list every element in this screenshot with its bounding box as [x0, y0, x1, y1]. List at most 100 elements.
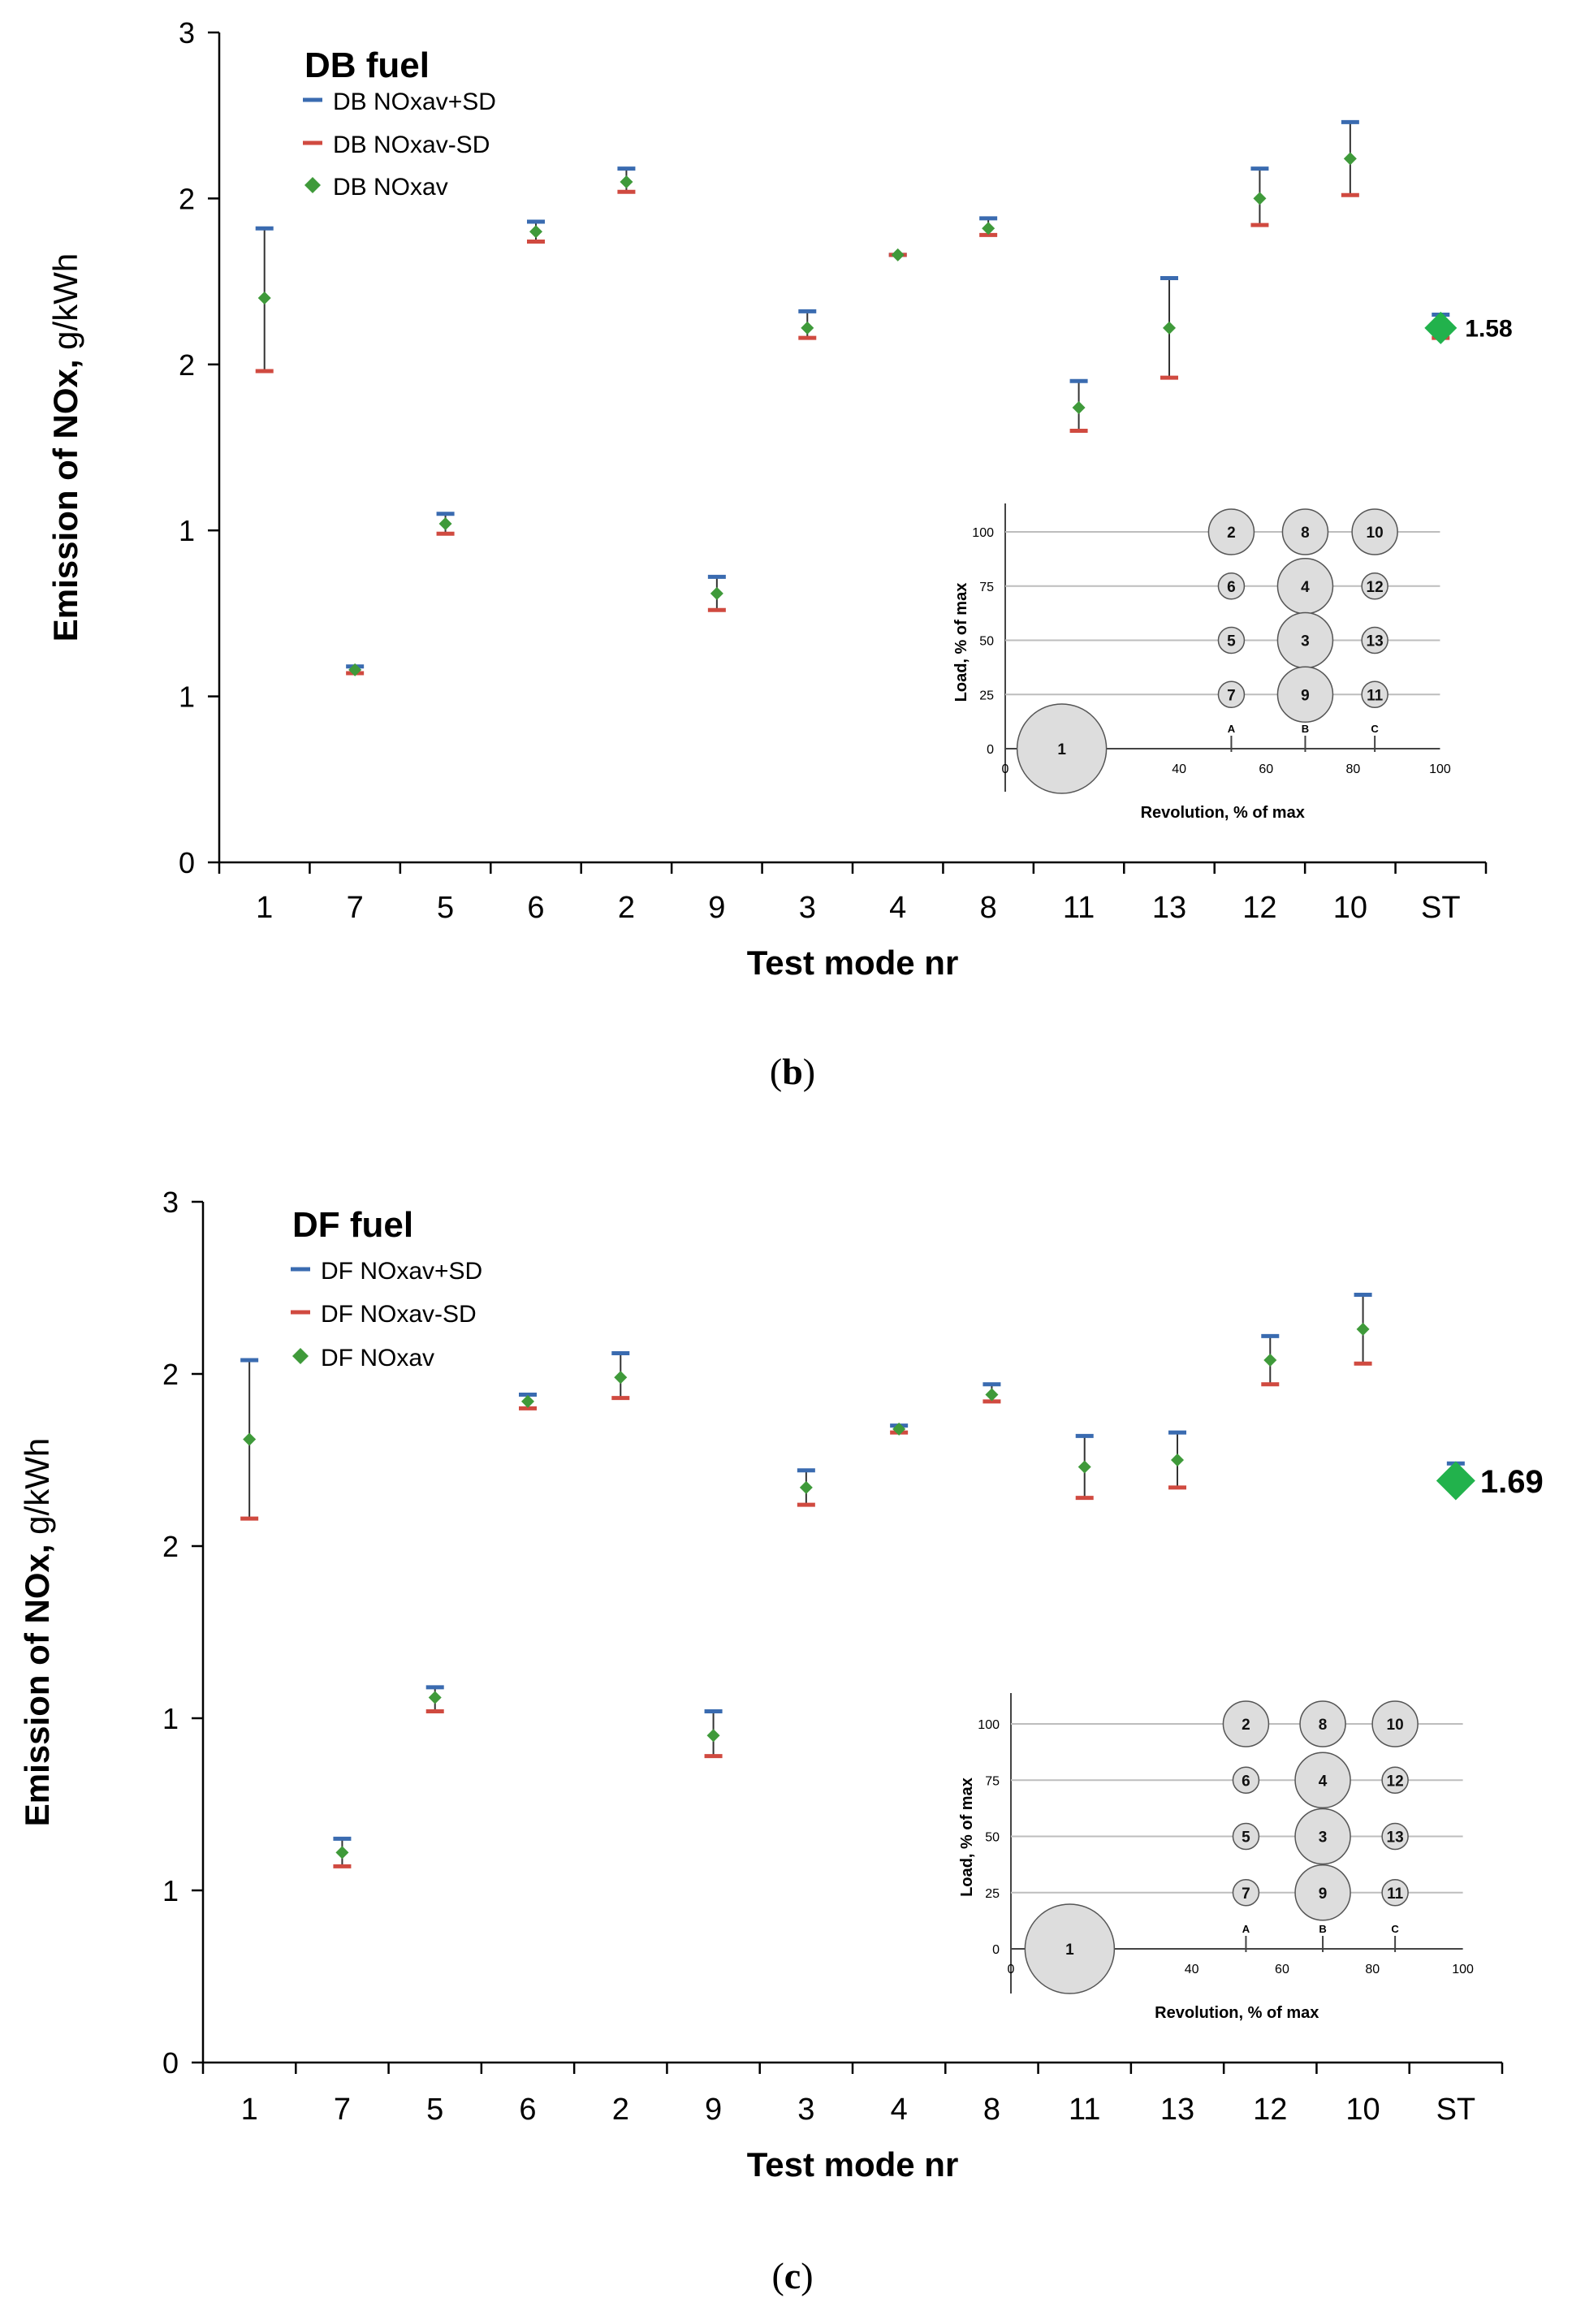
- chart-title: DF fuel: [292, 1205, 413, 1245]
- mean-point: [706, 1729, 720, 1743]
- x-tick-label: 4: [889, 891, 906, 925]
- inset-mode-circle: [1276, 666, 1334, 723]
- caption-paren-close: ): [801, 2255, 813, 2296]
- inset-mode-circle: [1217, 626, 1246, 654]
- inset-speed-mark: B: [1302, 723, 1309, 735]
- legend-entry: DF NOxav-SD: [321, 1301, 477, 1328]
- mean-point: [799, 1480, 813, 1494]
- y-axis-label-unit: g/kWh: [46, 253, 84, 350]
- mean-point: [620, 175, 633, 188]
- x-tick-label: 10: [1345, 2093, 1380, 2127]
- x-axis-label: Test mode nr: [747, 944, 959, 982]
- inset-x-tick-label: 60: [1275, 1963, 1289, 1976]
- inset-mode-label: 6: [1242, 1773, 1250, 1790]
- x-tick-label: ST: [1421, 891, 1461, 925]
- caption-letter: c: [784, 2255, 801, 2296]
- inset-mode-label: 8: [1319, 1717, 1328, 1734]
- inset-mode-circle: [1361, 680, 1388, 708]
- panel-caption: (c): [771, 2255, 813, 2296]
- inset-mode-label: 5: [1242, 1829, 1250, 1847]
- mean-point: [1072, 400, 1086, 414]
- inset-test-cycle: 0255075100020406080100ABC128106412531379…: [958, 1693, 1474, 2022]
- y-tick-label: 2: [179, 348, 195, 382]
- st-value-label: 1.58: [1465, 316, 1512, 343]
- inset-mode-circle: [1294, 1864, 1351, 1921]
- inset-y-tick-label: 75: [985, 1774, 1000, 1788]
- mean-point: [710, 586, 723, 600]
- mean-point: [892, 1422, 906, 1436]
- inset-x-tick-label: 80: [1345, 762, 1360, 776]
- y-axis-label-unit: g/kWh: [18, 1438, 56, 1535]
- inset-test-cycle: 0255075100020406080100ABC128106412531379…: [952, 503, 1451, 822]
- mean-point: [891, 248, 905, 261]
- st-mean-point: [1436, 1461, 1475, 1501]
- inset-mode-label: 9: [1301, 687, 1310, 704]
- legend-entry: DB NOxav+SD: [333, 89, 496, 115]
- inset-mode-circle: [1381, 1822, 1409, 1851]
- legend: DB NOxav+SD DB NOxav-SD DB NOxav: [303, 89, 496, 201]
- inset-mode-label: 2: [1242, 1717, 1250, 1734]
- x-tick-label: 10: [1333, 891, 1367, 925]
- legend-swatch-mean: [304, 177, 321, 193]
- mean-point: [982, 222, 995, 235]
- x-tick-label: 6: [519, 2093, 536, 2127]
- series-group: [255, 119, 1458, 676]
- inset-mode-circle: [1381, 1879, 1409, 1907]
- inset-mode-circle: [1299, 1700, 1346, 1747]
- inset-mode-circle: [1361, 572, 1388, 600]
- inset-mode-label: 13: [1367, 633, 1384, 650]
- inset-mode-label: 8: [1301, 525, 1310, 542]
- inset-mode-circle: [1207, 508, 1255, 555]
- y-tick-label: 3: [179, 16, 195, 50]
- y-tick-label: 3: [162, 1186, 179, 1219]
- inset-mode-label: 10: [1387, 1717, 1404, 1734]
- mean-point: [1253, 192, 1267, 205]
- inset-x-tick-label: 40: [1185, 1963, 1199, 1976]
- y-tick-label: 2: [162, 1530, 179, 1563]
- chart-title: DB fuel: [304, 45, 430, 85]
- st-mean-point: [1424, 311, 1458, 344]
- x-tick-label: 1: [241, 2093, 258, 2127]
- x-tick-label: 12: [1253, 2093, 1287, 2127]
- inset-y-axis-label: Load, % of max: [958, 1778, 976, 1897]
- inset-x-tick-label: 80: [1365, 1963, 1380, 1976]
- inset-y-tick-label: 0: [987, 743, 994, 757]
- inset-x-tick-label: 100: [1429, 762, 1451, 776]
- inset-mode-circle: [1232, 1879, 1260, 1907]
- x-tick-label: 11: [1063, 891, 1095, 925]
- x-tick-label: 8: [983, 2093, 1000, 2127]
- inset-x-tick-label: 40: [1172, 762, 1186, 776]
- inset-mode-circle: [1294, 1752, 1351, 1808]
- inset-mode-circle: [1232, 1822, 1260, 1851]
- inset-mode-circle: [1381, 1766, 1409, 1794]
- caption-paren-open: (: [771, 2255, 784, 2296]
- inset-y-tick-label: 50: [979, 635, 994, 649]
- inset-speed-mark: A: [1228, 723, 1236, 735]
- y-axis-label: Emission of NOx, g/kWh: [18, 1438, 56, 1826]
- x-tick-label: 2: [618, 891, 635, 925]
- x-tick-label: 3: [799, 891, 816, 925]
- inset-x-tick-label: 0: [1008, 1963, 1015, 1976]
- mean-point: [438, 517, 452, 531]
- inset-mode-circle: [1232, 1766, 1260, 1794]
- inset-mode-circle: [1222, 1700, 1270, 1747]
- y-tick-label: 1: [179, 680, 195, 714]
- inset-y-tick-label: 25: [979, 689, 994, 702]
- inset-speed-mark: A: [1242, 1923, 1250, 1935]
- mean-point: [1356, 1322, 1370, 1336]
- inset-mode-label: 2: [1227, 525, 1236, 542]
- mean-point: [1078, 1460, 1091, 1474]
- y-tick-label: 1: [162, 1702, 179, 1735]
- caption-paren-open: (: [770, 1051, 782, 1092]
- mean-point: [1163, 321, 1176, 335]
- mean-point: [614, 1371, 628, 1384]
- mean-point: [529, 225, 542, 239]
- y-tick-label: 0: [179, 846, 195, 879]
- inset-mode-label: 11: [1387, 1886, 1404, 1903]
- x-tick-label: 4: [891, 2093, 908, 2127]
- y-axis-label-text: Emission of NOx,: [18, 1535, 56, 1826]
- inset-y-tick-label: 0: [992, 1943, 1000, 1957]
- inset-x-axis-label: Revolution, % of max: [1155, 2004, 1319, 2022]
- caption-letter: b: [782, 1051, 803, 1092]
